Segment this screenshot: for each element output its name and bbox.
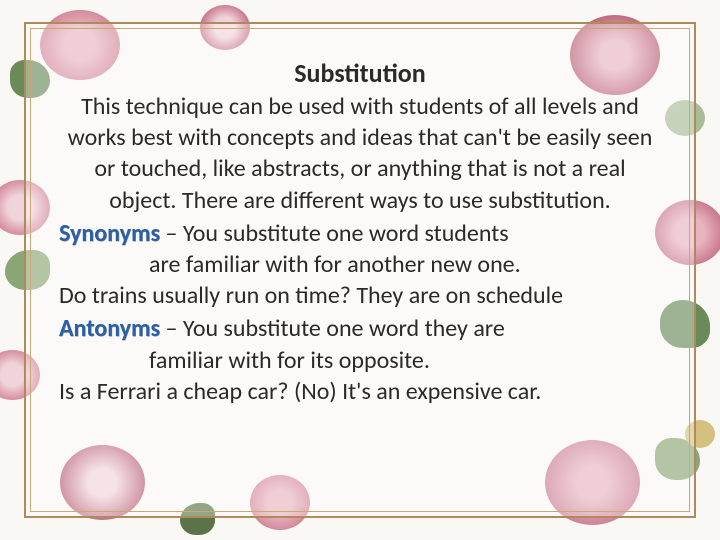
synonyms-def-line2: are familiar with for another new one. (59, 249, 661, 280)
page-title: Substitution (294, 57, 426, 89)
antonyms-def-line2: familiar with for its opposite. (59, 345, 661, 376)
term-antonyms: Antonyms (59, 314, 160, 343)
inner-frame: Substitution This technique can be used … (30, 28, 690, 512)
term-synonyms: Synonyms (59, 219, 160, 248)
antonyms-block: Antonyms – You substitute one word they … (59, 313, 661, 407)
synonyms-example: Do trains usually run on time? They are … (59, 280, 661, 311)
synonyms-def-line1: You substitute one word students (183, 219, 509, 248)
antonyms-def-line1: You substitute one word they are (183, 314, 505, 343)
dash: – (160, 314, 183, 343)
antonyms-example: Is a Ferrari a cheap car? (No) It's an e… (59, 376, 661, 407)
synonyms-block: Synonyms – You substitute one word stude… (59, 218, 661, 312)
intro-paragraph: This technique can be used with students… (59, 91, 661, 216)
dash: – (160, 219, 183, 248)
outer-frame: Substitution This technique can be used … (24, 22, 696, 518)
